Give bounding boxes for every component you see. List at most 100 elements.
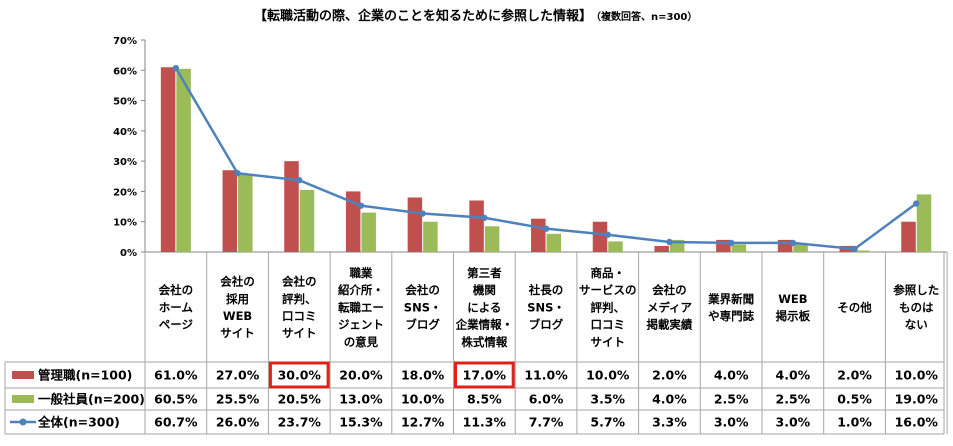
- category-label: 会社の評判、口コミサイト: [281, 275, 317, 341]
- data-label: 27.0%: [216, 368, 260, 383]
- data-label: 3.0%: [776, 415, 811, 430]
- y-tick-label: 40%: [113, 127, 137, 138]
- category-label: 職業紹介所・転職エージェントの意見: [338, 266, 384, 349]
- bar-employee: [484, 226, 500, 252]
- data-label: 3.5%: [590, 392, 625, 407]
- data-label: 61.0%: [154, 368, 198, 383]
- line-point: [357, 202, 365, 209]
- legend-label-overall: 全体(n=300): [37, 415, 120, 430]
- data-label: 3.0%: [714, 415, 749, 430]
- category-label: WEB 掲示板: [776, 292, 811, 323]
- bar-employee: [423, 221, 438, 252]
- bar-employee: [176, 68, 191, 253]
- legend-label-manager: 管理職(n=100): [38, 368, 132, 383]
- data-label: 3.3%: [652, 415, 687, 430]
- line-point: [913, 200, 920, 207]
- bar-employee: [299, 189, 315, 252]
- legend-key-employee: [12, 395, 34, 403]
- bar-manager: [531, 218, 546, 252]
- y-tick-label: 0%: [120, 248, 137, 259]
- data-label: 20.5%: [278, 392, 322, 407]
- bar-manager: [469, 200, 484, 252]
- bar-employee: [238, 174, 253, 252]
- data-label: 60.5%: [154, 392, 198, 407]
- line-point: [604, 231, 611, 238]
- category-label: その他: [837, 300, 872, 314]
- bar-manager: [592, 221, 608, 252]
- bar-employee: [855, 250, 870, 252]
- category-label: 社長の SNS・ブログ: [527, 283, 565, 331]
- y-tick-label: 60%: [113, 66, 137, 77]
- data-label: 6.0%: [529, 392, 564, 407]
- category-label: 参照したものはない: [892, 283, 939, 331]
- bar-manager: [345, 191, 361, 252]
- y-tick-label: 50%: [113, 97, 137, 108]
- bar-employee: [793, 244, 808, 252]
- data-label: 1.0%: [837, 415, 872, 430]
- line-point: [481, 214, 488, 221]
- category-label: 会社のメディア掲載実績: [646, 283, 692, 331]
- bar-employee: [546, 233, 562, 252]
- category-label: 商品・サービスの評判、口コミサイト: [579, 266, 637, 349]
- data-label: 60.7%: [154, 415, 198, 430]
- line-point: [296, 177, 303, 184]
- category-label: 業界新聞や専門誌: [707, 292, 754, 323]
- data-label: 2.0%: [837, 368, 872, 383]
- bar-employee: [731, 244, 747, 252]
- chart-bars: [160, 67, 932, 253]
- data-label: 10.0%: [586, 368, 630, 383]
- bar-manager: [407, 197, 423, 252]
- y-tick-label: 10%: [113, 218, 137, 229]
- legend-key-point: [19, 418, 27, 426]
- data-label: 17.0%: [463, 368, 507, 383]
- legend-label-employee: 一般社員(n=200): [38, 392, 145, 407]
- line-point: [851, 245, 858, 253]
- data-label: 2.5%: [714, 392, 749, 407]
- data-label: 30.0%: [278, 368, 322, 383]
- data-label: 13.0%: [339, 392, 383, 407]
- highlight-box: [454, 361, 515, 389]
- data-label: 20.0%: [339, 368, 383, 383]
- data-label: 0.5%: [837, 392, 872, 407]
- category-label: 第三者機関による企業情報・株式情報: [455, 266, 514, 349]
- bar-manager: [222, 170, 238, 252]
- line-point: [542, 225, 550, 232]
- data-label: 10.0%: [895, 368, 939, 383]
- data-label: 12.7%: [401, 415, 445, 430]
- line-point: [172, 64, 180, 72]
- data-label: 8.5%: [467, 392, 502, 407]
- category-label: 会社の SNS・ブログ: [404, 283, 442, 331]
- data-label: 4.0%: [652, 392, 687, 407]
- data-label: 26.0%: [216, 415, 260, 430]
- highlight-box: [268, 361, 330, 389]
- line-point: [234, 170, 241, 177]
- data-label: 7.7%: [529, 415, 564, 430]
- bar-manager: [284, 161, 299, 252]
- bar-manager: [654, 245, 669, 252]
- y-tick-label: 30%: [113, 157, 137, 168]
- bar-manager: [901, 221, 916, 252]
- line-point: [727, 239, 735, 247]
- data-label: 11.0%: [524, 368, 568, 383]
- data-label: 11.3%: [463, 415, 507, 430]
- data-label: 18.0%: [401, 368, 445, 383]
- data-label: 19.0%: [895, 392, 939, 407]
- bar-manager: [160, 67, 176, 252]
- data-label: 4.0%: [714, 368, 749, 383]
- data-label: 23.7%: [278, 415, 322, 430]
- data-label: 10.0%: [401, 392, 445, 407]
- data-label: 5.7%: [590, 415, 625, 430]
- data-label: 25.5%: [216, 392, 260, 407]
- line-point: [666, 238, 673, 246]
- category-label: 会社のホームページ: [158, 283, 194, 331]
- y-tick-label: 20%: [113, 187, 137, 198]
- data-label: 16.0%: [895, 415, 939, 430]
- chart-axes: 0% 10% 20% 30% 40% 50% 60% 70%: [113, 36, 948, 259]
- data-label: 2.5%: [776, 392, 811, 407]
- line-point: [789, 239, 797, 247]
- data-label: 4.0%: [776, 368, 811, 383]
- data-label: 15.3%: [339, 415, 383, 430]
- line-point: [419, 210, 426, 217]
